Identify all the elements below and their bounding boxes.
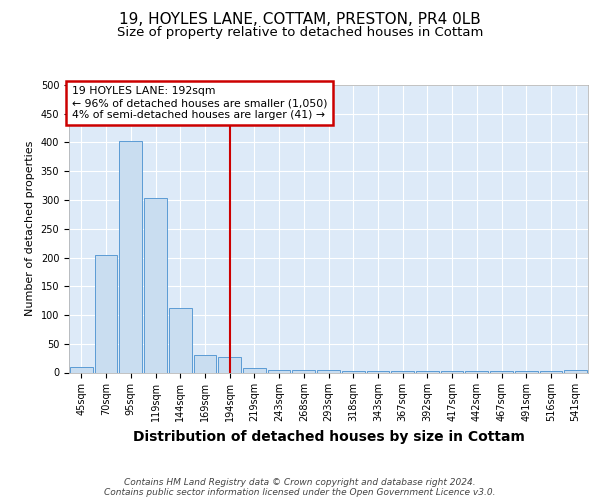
- Text: 19, HOYLES LANE, COTTAM, PRESTON, PR4 0LB: 19, HOYLES LANE, COTTAM, PRESTON, PR4 0L…: [119, 12, 481, 26]
- Bar: [119, 141, 142, 372]
- Text: 19 HOYLES LANE: 192sqm
← 96% of detached houses are smaller (1,050)
4% of semi-d: 19 HOYLES LANE: 192sqm ← 96% of detached…: [71, 86, 327, 120]
- Bar: [144, 198, 167, 372]
- Bar: [292, 370, 315, 372]
- Bar: [70, 367, 93, 372]
- Bar: [342, 371, 365, 372]
- Text: Size of property relative to detached houses in Cottam: Size of property relative to detached ho…: [117, 26, 483, 39]
- Bar: [268, 370, 290, 372]
- Bar: [564, 370, 587, 372]
- X-axis label: Distribution of detached houses by size in Cottam: Distribution of detached houses by size …: [133, 430, 524, 444]
- Text: Contains HM Land Registry data © Crown copyright and database right 2024.
Contai: Contains HM Land Registry data © Crown c…: [104, 478, 496, 497]
- Bar: [243, 368, 266, 372]
- Bar: [169, 308, 191, 372]
- Bar: [194, 355, 216, 372]
- Bar: [317, 370, 340, 372]
- Bar: [95, 254, 118, 372]
- Bar: [218, 357, 241, 372]
- Y-axis label: Number of detached properties: Number of detached properties: [25, 141, 35, 316]
